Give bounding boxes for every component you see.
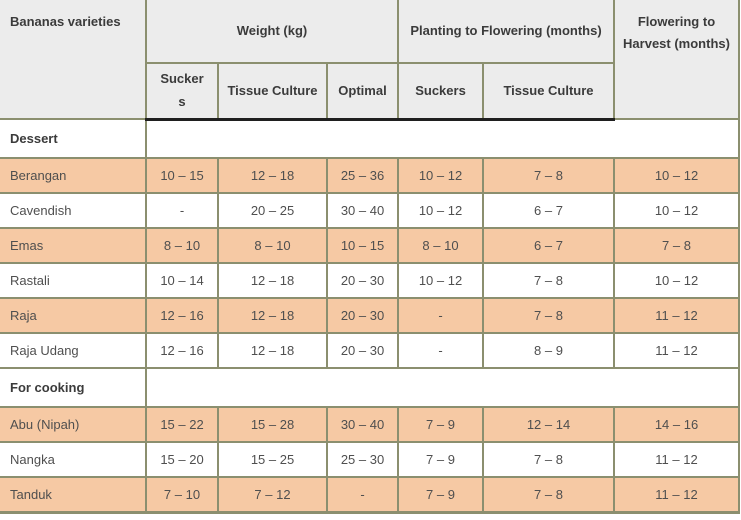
cell-weight-suckers: 8 – 10 [145,227,219,264]
header-sub-row: Suckers Tissue Culture Optimal Suckers T… [0,62,739,121]
cell-ptf-suckers: - [397,297,484,334]
cell-ptf-suckers: 10 – 12 [397,262,484,299]
row-label: Abu (Nipah) [0,406,147,443]
cell-ptf-suckers: 10 – 12 [397,192,484,229]
cell-flowering-to-harvest: 11 – 12 [613,332,740,369]
cell-ptf-tissue-culture: 7 – 8 [482,297,615,334]
cell-weight-suckers: 7 – 10 [145,476,219,514]
cell-ptf-suckers: 7 – 9 [397,476,484,514]
row-label: Nangka [0,441,147,478]
cell-ptf-tissue-culture: 7 – 8 [482,476,615,514]
cell-flowering-to-harvest: 11 – 12 [613,297,740,334]
cell-weight-tissue-culture: 15 – 25 [217,441,328,478]
column-header-weight-optimal: Optimal [326,62,399,121]
cell-weight-optimal: 10 – 15 [326,227,399,264]
cell-weight-tissue-culture: 12 – 18 [217,332,328,369]
table-row-abu-nipah: Abu (Nipah) 15 – 22 15 – 28 30 – 40 7 – … [0,406,740,443]
cell-ptf-suckers: 10 – 12 [397,157,484,194]
table-row-emas: Emas 8 – 10 8 – 10 10 – 15 8 – 10 6 – 7 … [0,227,740,264]
cell-weight-suckers: 12 – 16 [145,297,219,334]
cell-weight-optimal: 25 – 36 [326,157,399,194]
header-group-row: Bananas varieties Weight (kg) Planting t… [0,0,740,120]
cell-flowering-to-harvest: 14 – 16 [613,406,740,443]
column-header-ptf-tissue-culture: Tissue Culture [482,62,615,121]
cell-weight-tissue-culture: 12 – 18 [217,262,328,299]
cell-weight-optimal: 20 – 30 [326,297,399,334]
cell-ptf-suckers: - [397,332,484,369]
section-empty-cell [145,118,740,159]
cell-weight-optimal: 25 – 30 [326,441,399,478]
cell-weight-optimal: 20 – 30 [326,262,399,299]
table-row-raja-udang: Raja Udang 12 – 16 12 – 18 20 – 30 - 8 –… [0,332,740,369]
row-label: Raja Udang [0,332,147,369]
cell-flowering-to-harvest: 10 – 12 [613,157,740,194]
cell-flowering-to-harvest: 7 – 8 [613,227,740,264]
cell-ptf-tissue-culture: 7 – 8 [482,157,615,194]
cell-weight-optimal: - [326,476,399,514]
section-label: For cooking [0,367,147,408]
cell-weight-optimal: 20 – 30 [326,332,399,369]
row-label: Rastali [0,262,147,299]
row-label: Cavendish [0,192,147,229]
cell-ptf-tissue-culture: 12 – 14 [482,406,615,443]
cell-ptf-tissue-culture: 6 – 7 [482,227,615,264]
cell-ptf-suckers: 7 – 9 [397,441,484,478]
section-row-dessert: Dessert [0,118,740,159]
row-label: Tanduk [0,476,147,514]
table-row-tanduk: Tanduk 7 – 10 7 – 12 - 7 – 9 7 – 8 11 – … [0,476,740,514]
cell-ptf-tissue-culture: 8 – 9 [482,332,615,369]
row-label: Raja [0,297,147,334]
cell-weight-suckers: - [145,192,219,229]
cell-flowering-to-harvest: 11 – 12 [613,441,740,478]
cell-flowering-to-harvest: 10 – 12 [613,192,740,229]
cell-weight-tissue-culture: 12 – 18 [217,297,328,334]
cell-flowering-to-harvest: 10 – 12 [613,262,740,299]
table-row-cavendish: Cavendish - 20 – 25 30 – 40 10 – 12 6 – … [0,192,740,229]
section-row-for-cooking: For cooking [0,367,740,408]
cell-weight-suckers: 10 – 14 [145,262,219,299]
cell-flowering-to-harvest: 11 – 12 [613,476,740,514]
section-empty-cell [145,367,740,408]
column-header-flowering-to-harvest: Flowering to Harvest (months) [613,0,740,120]
cell-weight-tissue-culture: 8 – 10 [217,227,328,264]
table-row-nangka: Nangka 15 – 20 15 – 25 25 – 30 7 – 9 7 –… [0,441,740,478]
cell-weight-optimal: 30 – 40 [326,406,399,443]
cell-weight-suckers: 10 – 15 [145,157,219,194]
cell-weight-suckers: 12 – 16 [145,332,219,369]
cell-ptf-tissue-culture: 7 – 8 [482,262,615,299]
cell-ptf-suckers: 8 – 10 [397,227,484,264]
column-header-weight-tissue-culture: Tissue Culture [217,62,328,121]
cell-weight-tissue-culture: 7 – 12 [217,476,328,514]
column-group-weight: Weight (kg) [145,0,399,64]
table-body: Dessert Berangan 10 – 15 12 – 18 25 – 36… [0,118,740,514]
cell-ptf-suckers: 7 – 9 [397,406,484,443]
column-header-weight-suckers: Suckers [145,62,219,121]
table-header: Bananas varieties Weight (kg) Planting t… [0,0,740,121]
cell-weight-suckers: 15 – 22 [145,406,219,443]
cell-weight-tissue-culture: 15 – 28 [217,406,328,443]
column-group-planting-to-flowering: Planting to Flowering (months) [397,0,615,64]
cell-weight-tissue-culture: 12 – 18 [217,157,328,194]
section-label: Dessert [0,118,147,159]
column-header-bananas-varieties: Bananas varieties [0,0,147,120]
table-row-raja: Raja 12 – 16 12 – 18 20 – 30 - 7 – 8 11 … [0,297,740,334]
row-label: Emas [0,227,147,264]
table-row-rastali: Rastali 10 – 14 12 – 18 20 – 30 10 – 12 … [0,262,740,299]
column-header-ptf-suckers: Suckers [397,62,484,121]
cell-ptf-tissue-culture: 7 – 8 [482,441,615,478]
cell-weight-optimal: 30 – 40 [326,192,399,229]
cell-ptf-tissue-culture: 6 – 7 [482,192,615,229]
cell-weight-tissue-culture: 20 – 25 [217,192,328,229]
table-row-berangan: Berangan 10 – 15 12 – 18 25 – 36 10 – 12… [0,157,740,194]
cell-weight-suckers: 15 – 20 [145,441,219,478]
row-label: Berangan [0,157,147,194]
